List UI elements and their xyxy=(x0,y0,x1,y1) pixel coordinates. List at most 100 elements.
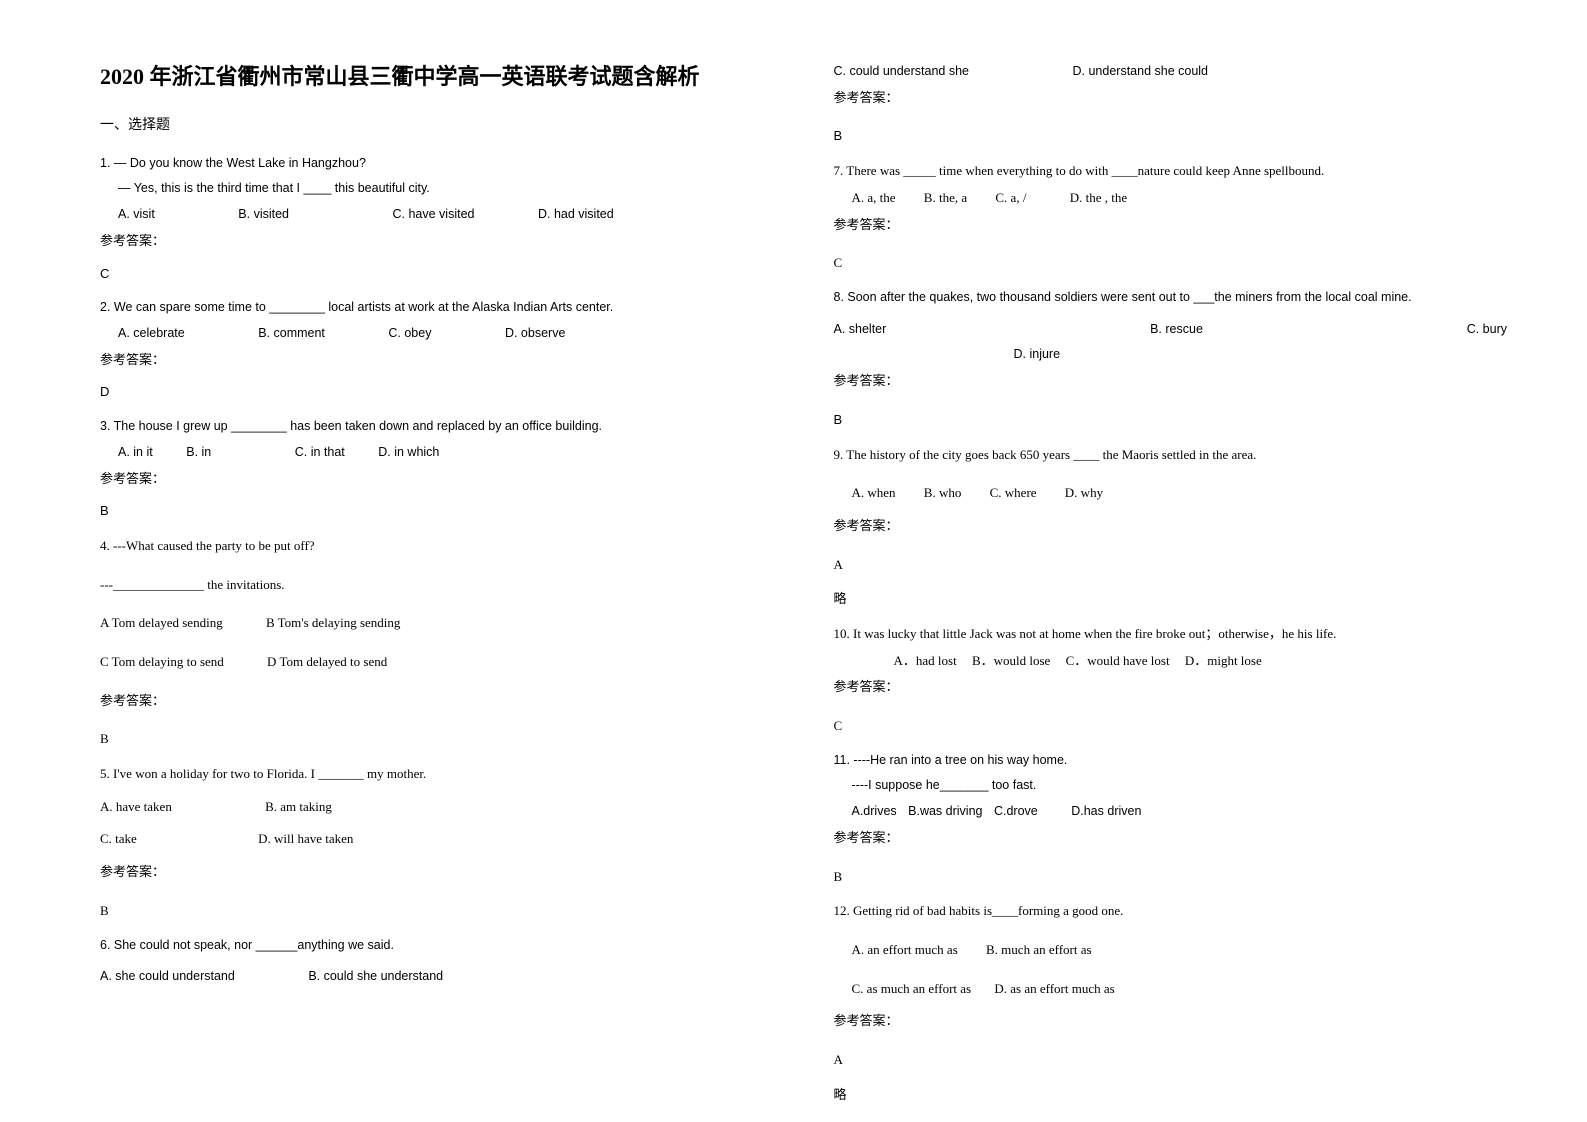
q6-answer-label: 参考答案： xyxy=(834,86,1508,111)
q7-optA: A. a, the xyxy=(852,186,896,211)
q8-optA: A. shelter xyxy=(834,318,887,342)
q2-line1: 2. We can spare some time to ________ lo… xyxy=(100,296,774,320)
q1-optA: A. visit xyxy=(118,203,155,227)
q10-line1: 10. It was lucky that little Jack was no… xyxy=(834,622,1508,647)
q9-note: 略 xyxy=(834,587,1508,612)
q5-answer: B xyxy=(100,899,774,924)
q10-answer: C xyxy=(834,714,1508,739)
q4-line2: ---______________ the invitations. xyxy=(100,573,774,598)
q1-line1: 1. — Do you know the West Lake in Hangzh… xyxy=(100,152,774,176)
q3-options: A. in it B. in C. in that D. in which xyxy=(100,441,774,465)
q3-optD: D. in which xyxy=(378,441,439,465)
q2-optC: C. obey xyxy=(388,322,431,346)
q8-optD: D. injure xyxy=(1014,347,1061,361)
right-column: C. could understand she D. understand sh… xyxy=(834,60,1508,1082)
q6-optC: C. could understand she xyxy=(834,60,970,84)
q4-options-row2: C Tom delaying to send D Tom delayed to … xyxy=(100,650,774,675)
left-column: 2020 年浙江省衢州市常山县三衢中学高一英语联考试题含解析 一、选择题 1. … xyxy=(100,60,774,1082)
q7-optC: C. a, / xyxy=(995,186,1026,211)
q7-optB: B. the, a xyxy=(924,186,967,211)
q4-optB: B Tom's delaying sending xyxy=(266,611,400,636)
q3-answer: B xyxy=(100,499,774,524)
q9-optD: D. why xyxy=(1065,481,1103,506)
q11-optA: A.drives xyxy=(852,800,897,824)
q3-optB: B. in xyxy=(186,441,211,465)
q2-options: A. celebrate B. comment C. obey D. obser… xyxy=(100,322,774,346)
q4-answer-label: 参考答案： xyxy=(100,689,774,714)
q5-optA: A. have taken xyxy=(100,795,172,820)
q2-optA: A. celebrate xyxy=(118,322,185,346)
q8-answer: B xyxy=(834,408,1508,433)
q9-line1: 9. The history of the city goes back 650… xyxy=(834,443,1508,468)
q11-line2: ----I suppose he_______ too fast. xyxy=(834,774,1508,798)
q8-answer-label: 参考答案： xyxy=(834,369,1508,394)
q4-line1: 4. ---What caused the party to be put of… xyxy=(100,534,774,559)
q12-options-row1: A. an effort much as B. much an effort a… xyxy=(834,938,1508,963)
q9-answer: A xyxy=(834,553,1508,578)
q5-options-row1: A. have taken B. am taking xyxy=(100,795,774,820)
q5-optD: D. will have taken xyxy=(258,827,353,852)
q11-optD: D.has driven xyxy=(1071,800,1141,824)
q8-optB: B. rescue xyxy=(1150,318,1203,342)
q8-options-row2: D. injure xyxy=(834,343,1508,367)
q11-answer: B xyxy=(834,865,1508,890)
q4-optA: A Tom delayed sending xyxy=(100,611,223,636)
q10-answer-label: 参考答案： xyxy=(834,675,1508,700)
q11-options: A.drives B.was driving C.drove D.has dri… xyxy=(834,800,1508,824)
q1-answer-label: 参考答案： xyxy=(100,229,774,254)
q8-line1: 8. Soon after the quakes, two thousand s… xyxy=(834,286,1508,310)
q6-line1: 6. She could not speak, nor ______anythi… xyxy=(100,934,774,958)
q5-optC: C. take xyxy=(100,827,137,852)
q10-options: A．had lost B．would lose C．would have los… xyxy=(834,649,1508,674)
q7-optD: D. the , the xyxy=(1070,186,1127,211)
q4-options-row1: A Tom delayed sending B Tom's delaying s… xyxy=(100,611,774,636)
q11-optC: C.drove xyxy=(994,800,1038,824)
q7-answer-label: 参考答案： xyxy=(834,213,1508,238)
q3-optC: C. in that xyxy=(295,441,345,465)
q9-optB: B. who xyxy=(924,481,962,506)
q6-optB: B. could she understand xyxy=(308,965,443,989)
q6-answer: B xyxy=(834,124,1508,149)
q11-line1: 11. ----He ran into a tree on his way ho… xyxy=(834,749,1508,773)
q6-options-row1: A. she could understand B. could she und… xyxy=(100,965,774,989)
q12-note: 略 xyxy=(834,1083,1508,1108)
section-header: 一、选择题 xyxy=(100,113,774,140)
q10-optB: B．would lose xyxy=(972,649,1050,674)
q11-answer-label: 参考答案： xyxy=(834,826,1508,851)
q10-optA: A．had lost xyxy=(894,649,957,674)
document-title: 2020 年浙江省衢州市常山县三衢中学高一英语联考试题含解析 xyxy=(100,60,774,93)
q9-optA: A. when xyxy=(852,481,896,506)
q1-optB: B. visited xyxy=(238,203,289,227)
q9-answer-label: 参考答案： xyxy=(834,514,1508,539)
q2-optB: B. comment xyxy=(258,322,325,346)
q9-optC: C. where xyxy=(990,481,1037,506)
q12-answer-label: 参考答案： xyxy=(834,1009,1508,1034)
q12-optC: C. as much an effort as xyxy=(852,977,972,1002)
q4-answer: B xyxy=(100,727,774,752)
q1-options: A. visit B. visited C. have visited D. h… xyxy=(100,203,774,227)
q2-answer: D xyxy=(100,380,774,405)
q7-line1: 7. There was _____ time when everything … xyxy=(834,159,1508,184)
q12-optD: D. as an effort much as xyxy=(994,977,1114,1002)
q1-optC: C. have visited xyxy=(393,203,475,227)
q8-options-row1: A. shelter B. rescue C. bury xyxy=(834,318,1508,342)
q6-optD: D. understand she could xyxy=(1073,60,1209,84)
q5-optB: B. am taking xyxy=(265,795,332,820)
q3-answer-label: 参考答案： xyxy=(100,467,774,492)
q2-answer-label: 参考答案： xyxy=(100,348,774,373)
q10-optC: C．would have lost xyxy=(1066,649,1170,674)
q4-optC: C Tom delaying to send xyxy=(100,650,224,675)
q6-options-row2: C. could understand she D. understand sh… xyxy=(834,60,1508,84)
q1-optD: D. had visited xyxy=(538,203,614,227)
q12-optA: A. an effort much as xyxy=(852,938,958,963)
q8-optC: C. bury xyxy=(1467,318,1507,342)
q11-optB: B.was driving xyxy=(908,800,982,824)
q1-line2: — Yes, this is the third time that I ___… xyxy=(100,177,774,201)
q3-line1: 3. The house I grew up ________ has been… xyxy=(100,415,774,439)
q5-line1: 5. I've won a holiday for two to Florida… xyxy=(100,762,774,787)
q12-answer: A xyxy=(834,1048,1508,1073)
q5-options-row2: C. take D. will have taken xyxy=(100,827,774,852)
q12-options-row2: C. as much an effort as D. as an effort … xyxy=(834,977,1508,1002)
q9-options: A. when B. who C. where D. why xyxy=(834,481,1508,506)
q7-options: A. a, the B. the, a C. a, / D. the , the xyxy=(834,186,1508,211)
